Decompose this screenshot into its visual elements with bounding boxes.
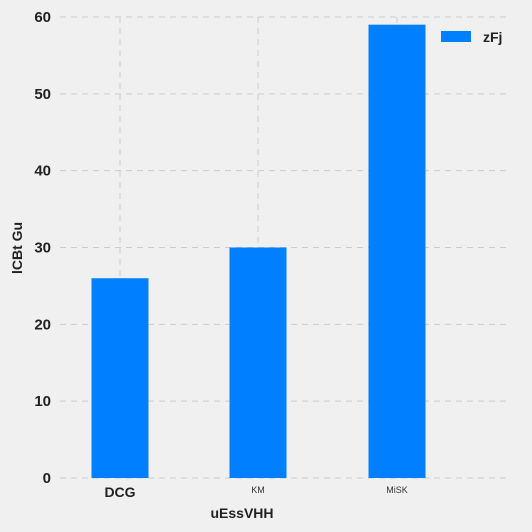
bar	[368, 24, 426, 479]
x-tick-label: KM	[251, 485, 265, 495]
legend-swatch	[441, 31, 471, 42]
y-tick-label: 30	[34, 240, 51, 257]
y-tick-label: 20	[34, 316, 51, 333]
y-tick-label: 40	[34, 163, 51, 180]
legend: zFj	[441, 29, 502, 45]
x-tick-label: DCG	[104, 484, 135, 500]
y-axis-label: lCBt Gu	[9, 222, 25, 274]
y-tick-label: 10	[34, 393, 51, 410]
x-tick-label: MiSK	[386, 485, 408, 495]
y-tick-label: 0	[43, 470, 51, 487]
x-axis-label: uEssVHH	[210, 505, 273, 521]
x-axis-ticks: DCG KM MiSK	[104, 484, 407, 500]
bar	[229, 247, 287, 478]
legend-label: zFj	[483, 29, 502, 45]
y-axis-ticks: 0 10 20 30 40 50 60	[34, 9, 51, 487]
y-tick-label: 50	[34, 86, 51, 103]
y-tick-label: 60	[34, 9, 51, 26]
bars	[91, 24, 426, 479]
bar	[91, 278, 149, 478]
